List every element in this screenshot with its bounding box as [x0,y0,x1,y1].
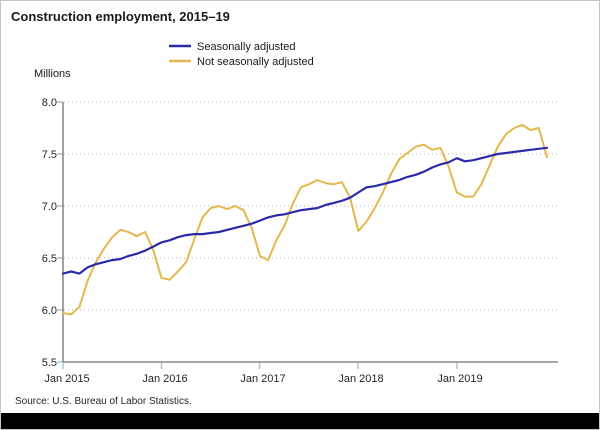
legend: Seasonally adjusted Not seasonally adjus… [169,41,314,68]
chart-title: Construction employment, 2015–19 [11,9,230,24]
line-not-seasonally-adjusted [62,123,548,316]
x-label-jan-2019: Jan 2019 [437,373,482,385]
y-label-7.0: 7.0 [42,201,57,213]
source-text: Source: U.S. Bureau of Labor Statistics. [15,396,192,407]
y-axis-unit-label: Millions [34,68,71,80]
y-label-8.0: 8.0 [42,97,57,109]
legend-label-not-seasonally-adjusted: Not seasonally adjusted [197,56,314,68]
x-label-jan-2015: Jan 2015 [44,373,89,385]
y-label-6.0: 6.0 [42,305,57,317]
y-label-6.5: 6.5 [42,253,57,265]
x-label-jan-2017: Jan 2017 [240,373,285,385]
bottom-black-bar [1,413,599,429]
line-seasonally-adjusted [61,146,549,275]
x-label-jan-2018: Jan 2018 [338,373,383,385]
y-label-7.5: 7.5 [42,149,57,161]
x-axis-labels: Jan 2015 Jan 2016 Jan 2017 Jan 2018 Jan … [44,373,482,385]
legend-label-seasonally-adjusted: Seasonally adjusted [197,41,295,53]
y-label-5.5: 5.5 [42,357,57,369]
plot-lines [61,123,549,316]
tick-marks [57,101,458,369]
x-label-jan-2016: Jan 2016 [142,373,187,385]
y-axis-labels: 8.0 7.5 7.0 6.5 6.0 5.5 [42,97,57,369]
gridlines [64,101,558,311]
